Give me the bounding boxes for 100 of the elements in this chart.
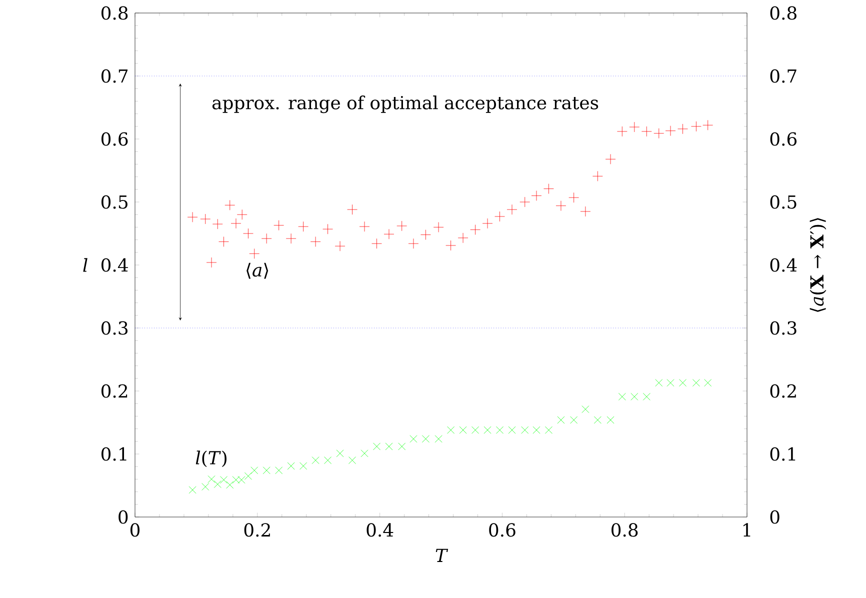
y2-tick-label: 0.2	[770, 384, 796, 398]
point	[360, 450, 368, 458]
point	[704, 379, 712, 387]
point	[408, 238, 419, 249]
point	[202, 483, 210, 490]
x-tick-label: 0.8	[612, 523, 638, 537]
point	[472, 426, 479, 434]
point	[506, 204, 518, 215]
point	[187, 212, 198, 222]
point	[188, 486, 196, 494]
point	[520, 196, 530, 208]
point	[275, 466, 283, 474]
point	[582, 406, 590, 413]
point	[482, 218, 493, 229]
series-label: ⟨a⟩	[246, 262, 268, 279]
point	[630, 392, 638, 400]
y2-tick-label: 0.6	[770, 132, 797, 146]
y2-tick-label: 0.5	[770, 195, 796, 209]
point	[484, 426, 492, 434]
x-tick-label: 0.6	[489, 523, 516, 537]
point	[446, 240, 456, 251]
x-tick-label: 0.2	[244, 523, 270, 537]
x-tick-label: 0.4	[366, 523, 394, 537]
point	[226, 481, 234, 489]
point	[396, 220, 408, 232]
y2-tick-label: 0.8	[770, 6, 796, 20]
y-tick-label: 0.2	[101, 384, 128, 398]
y2-axis-title: ⟨a(X → X′)⟩	[810, 218, 826, 312]
point	[666, 379, 674, 387]
point	[410, 435, 418, 443]
series-label: l(T)	[196, 450, 226, 468]
point	[244, 472, 252, 480]
point	[557, 416, 565, 424]
point	[385, 442, 393, 450]
point	[348, 456, 356, 464]
point	[433, 222, 444, 232]
point	[312, 456, 320, 464]
point	[336, 450, 344, 458]
point	[655, 379, 663, 387]
point	[544, 426, 552, 434]
point	[373, 442, 380, 450]
point	[422, 435, 430, 443]
point	[372, 238, 382, 249]
y-axis-title: l	[83, 258, 88, 272]
point	[691, 121, 702, 132]
point	[224, 200, 236, 210]
point	[300, 462, 308, 470]
point	[618, 392, 626, 400]
point	[398, 442, 406, 450]
y-tick-label: 0.6	[101, 132, 128, 146]
point	[286, 233, 296, 244]
point	[594, 416, 602, 424]
point	[679, 379, 686, 387]
y-tick-label: 0.4	[101, 258, 128, 272]
y2-tick-label: 0.4	[770, 258, 797, 272]
point	[556, 200, 566, 211]
point	[420, 230, 431, 240]
y2-tick-label: 0.3	[770, 321, 796, 335]
x-axis-title: T	[436, 548, 448, 562]
point	[200, 214, 211, 224]
point	[218, 236, 229, 247]
point	[236, 209, 248, 220]
point	[544, 184, 554, 194]
point	[249, 248, 260, 259]
point	[298, 221, 308, 232]
y-tick-label: 0	[118, 510, 128, 524]
point	[206, 257, 217, 268]
point	[654, 128, 664, 139]
point	[508, 426, 516, 434]
point	[678, 124, 688, 134]
x-tick-label: 0	[130, 523, 140, 537]
point	[496, 426, 504, 434]
point	[702, 120, 714, 130]
y-tick-label: 0.7	[101, 69, 128, 83]
point	[310, 236, 321, 247]
point	[359, 221, 370, 232]
point	[243, 228, 254, 239]
point	[261, 233, 272, 244]
point	[324, 456, 332, 464]
point	[250, 466, 258, 474]
y2-tick-label: 0.1	[770, 447, 796, 461]
point	[692, 379, 700, 387]
point	[274, 220, 284, 230]
y-tick-label: 0.8	[101, 6, 128, 20]
point	[494, 211, 505, 222]
y-tick-label: 0.5	[101, 195, 128, 209]
point	[605, 154, 616, 164]
point	[642, 392, 650, 400]
point	[287, 462, 295, 470]
point	[641, 126, 652, 137]
point	[470, 224, 480, 235]
point	[230, 218, 242, 229]
y2-tick-label: 0	[770, 510, 780, 524]
point	[212, 218, 223, 230]
point	[580, 206, 591, 217]
x-tick-label: 1	[743, 523, 750, 536]
point	[434, 435, 442, 443]
point	[322, 224, 333, 234]
point	[384, 228, 394, 240]
point	[606, 416, 614, 424]
